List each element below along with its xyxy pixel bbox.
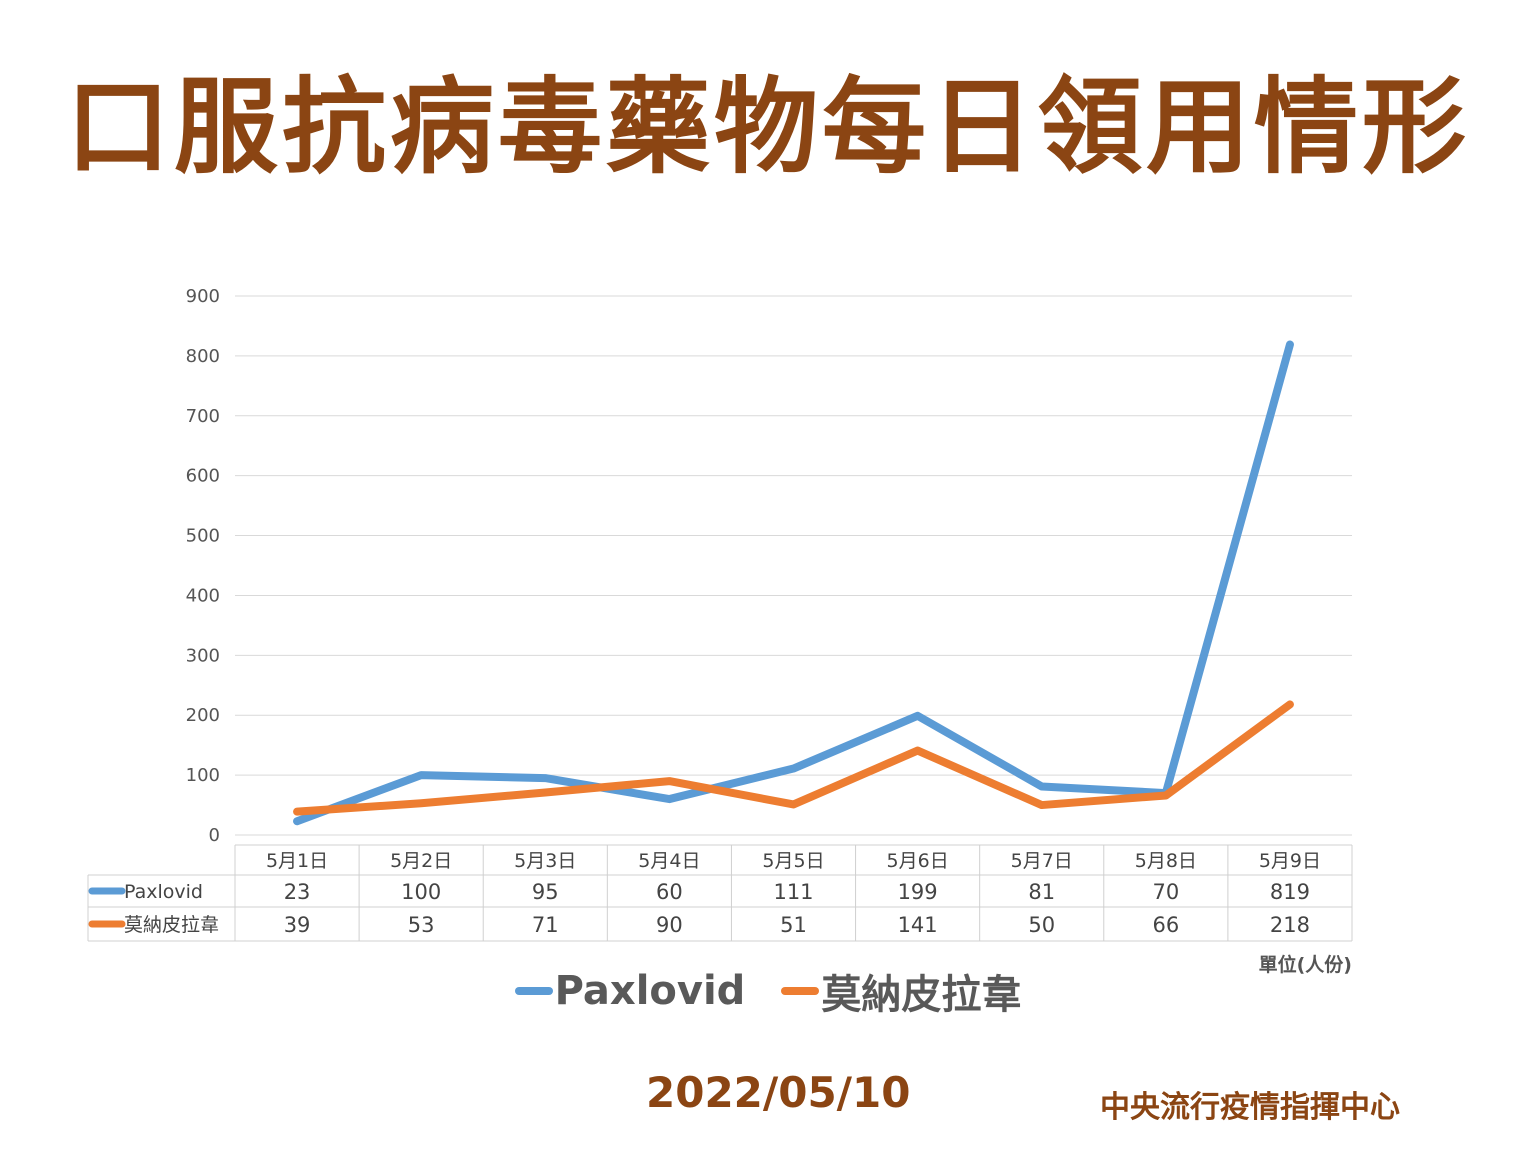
date-label: 2022/05/10 [646, 1068, 911, 1117]
table-cell-value: 199 [898, 880, 938, 904]
y-tick-label: 900 [186, 286, 220, 307]
y-axis-ticks: 0 100 200 300 400 500 600 700 800 900 [186, 286, 220, 846]
x-tick-label: 5月3日 [514, 850, 576, 872]
data-point [1288, 343, 1291, 346]
x-tick-label: 5月1日 [266, 850, 328, 872]
series-line [293, 700, 1294, 816]
legend-swatch [514, 987, 553, 995]
y-tick-label: 300 [186, 645, 220, 666]
table-cell-value: 39 [284, 913, 311, 937]
organization-label: 中央流行疫情指揮中心 [1100, 1090, 1400, 1125]
table-cell-value: 23 [284, 880, 311, 904]
table-cell-value: 81 [1028, 880, 1055, 904]
table-cell-value: 51 [780, 913, 807, 937]
table-cell-value: 71 [532, 913, 559, 937]
y-tick-label: 700 [186, 406, 220, 427]
data-point [792, 767, 795, 770]
table-cell-value: 60 [656, 880, 683, 904]
data-point [668, 798, 671, 801]
legend-label: 莫納皮拉韋 [821, 972, 1022, 1018]
series-name-label: 莫納皮拉韋 [124, 914, 219, 936]
table-cell-value: 218 [1270, 913, 1310, 937]
data-point [544, 791, 547, 794]
y-tick-label: 800 [186, 346, 220, 367]
data-point [1040, 804, 1043, 807]
legend: Paxlovid 莫納皮拉韋 [0, 962, 1536, 1020]
legend-swatch [781, 987, 820, 995]
table-cell-value: 53 [408, 913, 435, 937]
y-tick-label: 0 [209, 825, 220, 846]
x-tick-label: 5月7日 [1011, 850, 1073, 872]
data-point [420, 774, 423, 777]
x-tick-label: 5月4日 [638, 850, 700, 872]
table-cell-value: 95 [532, 880, 559, 904]
table-cell-value: 141 [898, 913, 938, 937]
x-tick-label: 5月6日 [887, 850, 949, 872]
data-point [1288, 703, 1291, 706]
data-point [916, 714, 919, 717]
series-lines [293, 340, 1294, 826]
table-cell-value: 50 [1028, 913, 1055, 937]
page-title: 口服抗病毒藥物每日領用情形 [65, 66, 1470, 188]
y-tick-label: 500 [186, 526, 220, 547]
data-point [420, 802, 423, 805]
y-tick-label: 200 [186, 705, 220, 726]
y-tick-label: 600 [186, 466, 220, 487]
x-tick-label: 5月5日 [762, 850, 824, 872]
unit-label: 單位(人份) [1258, 954, 1352, 976]
data-point [544, 777, 547, 780]
y-tick-label: 100 [186, 765, 220, 786]
data-point [792, 803, 795, 806]
x-tick-label: 5月8日 [1135, 850, 1197, 872]
data-point [668, 780, 671, 783]
data-point [916, 749, 919, 752]
table-cell-value: 819 [1270, 880, 1310, 904]
data-point [296, 810, 299, 813]
data-point [296, 820, 299, 823]
gridlines [235, 295, 1352, 836]
legend-item-molnupiravir: 莫納皮拉韋 [781, 962, 1021, 1020]
table-cell-value: 70 [1152, 880, 1179, 904]
legend-item-paxlovid: Paxlovid [514, 968, 746, 1014]
table-cell-value: 66 [1152, 913, 1179, 937]
table-cell-value: 90 [656, 913, 683, 937]
table-cell-value: 111 [773, 880, 813, 904]
y-tick-label: 400 [186, 585, 220, 606]
series-name-label: Paxlovid [124, 881, 203, 903]
x-tick-label: 5月9日 [1259, 850, 1321, 872]
data-table: 5月1日 5月2日 5月3日 5月4日 5月5日 5月6日 5月7日 5月8日 5月9日 Paxl… [87, 844, 1353, 942]
table-cell-value: 100 [401, 880, 441, 904]
data-point [1164, 794, 1167, 797]
legend-label: Paxlovid [554, 968, 746, 1014]
x-tick-label: 5月2日 [390, 850, 452, 872]
data-point [1040, 785, 1043, 788]
